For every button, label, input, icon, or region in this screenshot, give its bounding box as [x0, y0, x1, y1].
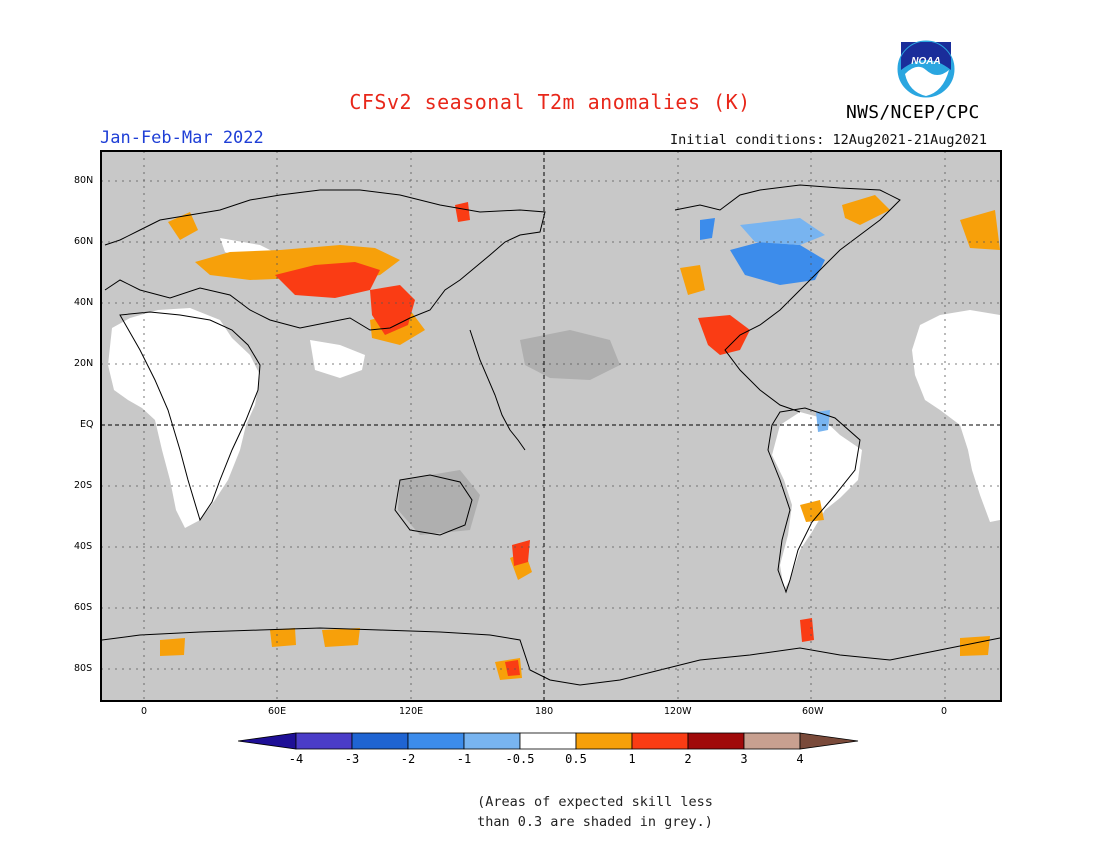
- lat-label: 60S: [74, 602, 93, 613]
- colorbar-label: -1: [456, 752, 472, 766]
- colorbar: [238, 732, 859, 750]
- negative-anomaly-05-1: [700, 218, 825, 285]
- footnote-line: (Areas of expected skill less: [477, 794, 713, 810]
- colorbar-segment: [351, 732, 409, 750]
- colorbar-segment: [687, 732, 745, 750]
- lat-label: EQ: [80, 419, 94, 430]
- colorbar-label: -3: [344, 752, 360, 766]
- reference-lines: [101, 151, 1001, 701]
- colorbar-segment: [743, 732, 801, 750]
- colorbar-segment: [295, 732, 353, 750]
- colorbar-segment: [575, 732, 633, 750]
- positive-anomaly-1-2: [275, 202, 814, 676]
- initial-conditions-label: Initial conditions: 12Aug2021-21Aug2021: [670, 132, 987, 148]
- colorbar-label: 0.5: [565, 752, 587, 766]
- colorbar-label: 1: [628, 752, 636, 766]
- colorbar-segment: [519, 732, 577, 750]
- footnote-line: than 0.3 are shaded in grey.): [477, 814, 713, 830]
- lon-label: 60W: [802, 706, 824, 717]
- lat-label: 20N: [74, 358, 94, 369]
- lon-label: 180: [535, 706, 554, 717]
- colorbar-label: 2: [684, 752, 692, 766]
- lat-label: 60N: [74, 236, 94, 247]
- anomaly-map: [100, 150, 1002, 702]
- colorbar-label: 4: [796, 752, 804, 766]
- lat-label: 80N: [74, 175, 94, 186]
- lon-label: 0: [141, 706, 148, 717]
- agency-label: NWS/NCEP/CPC: [846, 102, 980, 123]
- colorbar-segment: [407, 732, 465, 750]
- colorbar-segment: [463, 732, 521, 750]
- colorbar-label: -4: [288, 752, 304, 766]
- lon-label: 60E: [268, 706, 287, 717]
- grid-lines: [101, 151, 1001, 701]
- colorbar-label: -0.5: [505, 752, 535, 766]
- colorbar-segment: [631, 732, 689, 750]
- ocean-background: [101, 151, 1001, 701]
- colorbar-label: 3: [740, 752, 748, 766]
- footnote: (Areas of expected skill less than 0.3 a…: [0, 792, 1100, 832]
- lat-label: 40S: [74, 541, 93, 552]
- noaa-logo-icon: NOAA: [897, 40, 955, 98]
- colorbar-arrow-high: [799, 732, 859, 750]
- svg-text:NOAA: NOAA: [911, 56, 940, 67]
- season-label: Jan-Feb-Mar 2022: [100, 128, 264, 148]
- lat-label: 20S: [74, 480, 93, 491]
- chart-title: CFSv2 seasonal T2m anomalies (K): [349, 90, 751, 114]
- lat-label: 80S: [74, 663, 93, 674]
- lon-label: 120W: [664, 706, 692, 717]
- lat-label: 40N: [74, 297, 94, 308]
- map-frame: [100, 150, 1002, 702]
- coastlines: [101, 184, 1001, 686]
- colorbar-label: -2: [400, 752, 416, 766]
- colorbar-arrow-low: [238, 732, 297, 750]
- lon-label: 120E: [399, 706, 424, 717]
- lon-label: 0: [941, 706, 948, 717]
